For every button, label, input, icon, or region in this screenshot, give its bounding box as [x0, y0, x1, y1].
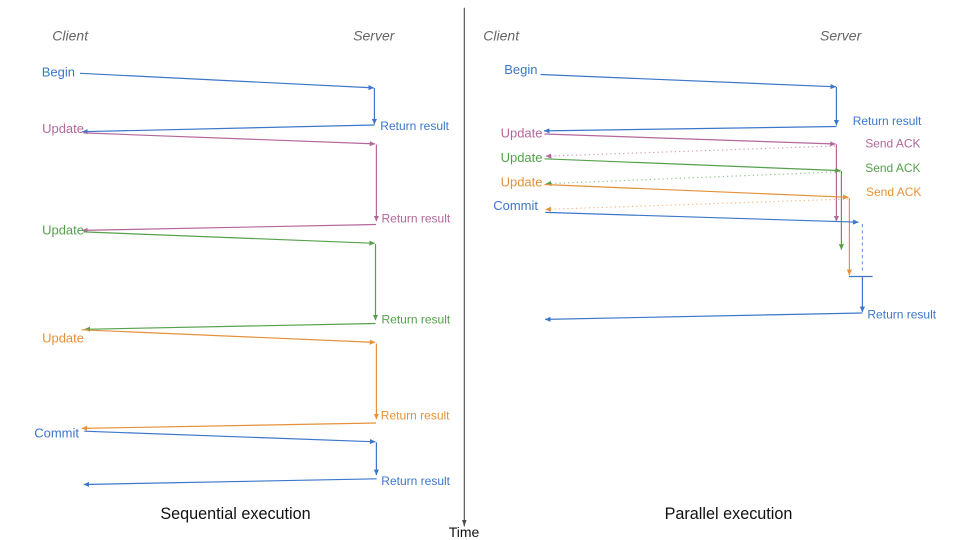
svg-text:Update: Update: [501, 150, 543, 165]
svg-text:Return result: Return result: [380, 119, 449, 133]
svg-text:Update: Update: [42, 331, 84, 346]
svg-text:Update: Update: [501, 125, 543, 140]
svg-text:Commit: Commit: [34, 426, 79, 441]
svg-text:Return result: Return result: [867, 308, 936, 322]
svg-text:Update: Update: [501, 174, 543, 189]
svg-text:Client: Client: [52, 27, 89, 43]
svg-text:Return result: Return result: [381, 408, 450, 422]
svg-text:Sequential execution: Sequential execution: [160, 505, 310, 523]
svg-text:Send ACK: Send ACK: [866, 185, 921, 199]
svg-text:Server: Server: [353, 27, 396, 43]
svg-text:Commit: Commit: [493, 198, 538, 213]
svg-text:Begin: Begin: [42, 64, 75, 79]
svg-text:Update: Update: [42, 121, 84, 136]
svg-text:Return result: Return result: [381, 474, 450, 488]
svg-text:Send ACK: Send ACK: [865, 137, 920, 151]
svg-text:Return result: Return result: [382, 312, 451, 326]
svg-text:Time: Time: [449, 524, 480, 540]
svg-text:Return result: Return result: [853, 114, 922, 128]
svg-text:Client: Client: [483, 27, 520, 43]
svg-text:Begin: Begin: [504, 62, 537, 77]
svg-text:Send ACK: Send ACK: [865, 161, 920, 175]
svg-text:Update: Update: [42, 223, 84, 238]
svg-text:Return result: Return result: [382, 212, 451, 226]
svg-text:Server: Server: [820, 27, 863, 43]
svg-text:Parallel execution: Parallel execution: [665, 505, 793, 523]
